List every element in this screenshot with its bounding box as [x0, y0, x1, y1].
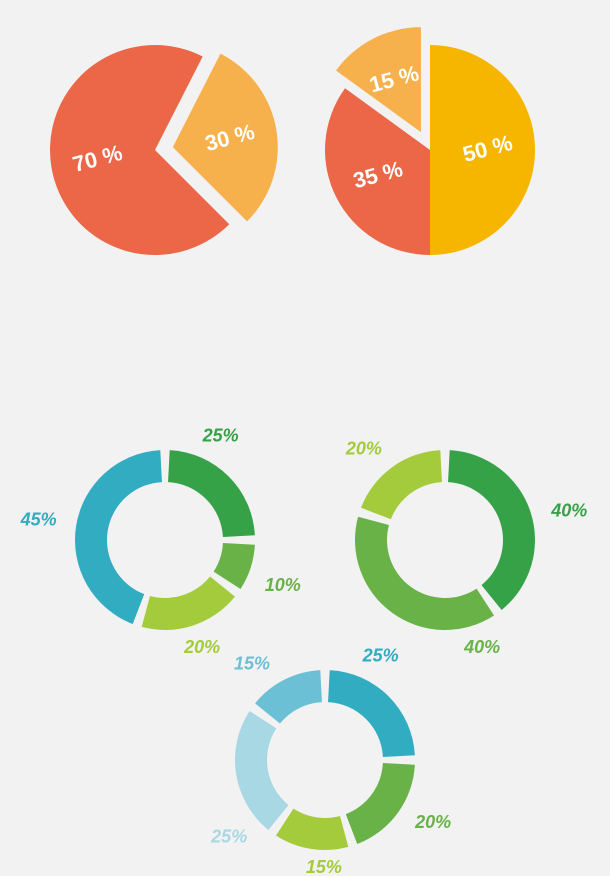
- donut-chart-2: 40% 40% 20%: [345, 439, 587, 657]
- chart-canvas: 70 %30 % 50 %35 %15 % 25%10%20%45% 40%40…: [0, 0, 610, 876]
- donut-segment-1: [355, 517, 494, 630]
- pie-chart-1: 70 %30 %: [50, 45, 278, 255]
- donut-segment-label-1: 40%: [463, 637, 500, 657]
- donut-segment-0: [328, 670, 415, 757]
- donut-segment-3: [75, 450, 162, 624]
- donut-segment-0: [448, 450, 535, 610]
- donut-segment-label-2: 20%: [183, 637, 220, 657]
- donut-segment-label-2: 20%: [345, 439, 382, 459]
- donut-segment-label-0: 25%: [202, 425, 239, 445]
- donut-segment-4: [255, 670, 322, 723]
- donut-segment-1: [214, 543, 255, 589]
- donut-segment-2: [276, 809, 348, 850]
- donut-segment-2: [142, 577, 235, 630]
- donut-segment-label-3: 45%: [20, 510, 57, 530]
- donut-segment-label-1: 10%: [265, 575, 301, 595]
- donut-segment-label-4: 15%: [234, 653, 270, 673]
- pie-chart-2: 50 %35 %15 %: [325, 27, 535, 255]
- donut-chart-3: 25% 20% 15% 25% 15%: [210, 645, 451, 876]
- donut-segment-2: [361, 450, 442, 519]
- donut-segment-label-1: 20%: [414, 812, 451, 832]
- donut-segment-label-0: 25%: [362, 645, 399, 665]
- donut-segment-label-3: 25%: [210, 827, 247, 847]
- donut-chart-1: 25% 10% 20% 45%: [20, 425, 301, 657]
- donut-segment-label-2: 15%: [306, 857, 342, 876]
- donut-segment-label-0: 40%: [550, 500, 587, 520]
- donut-segment-3: [235, 711, 288, 830]
- donut-segment-1: [346, 763, 415, 844]
- donut-segment-0: [168, 450, 255, 537]
